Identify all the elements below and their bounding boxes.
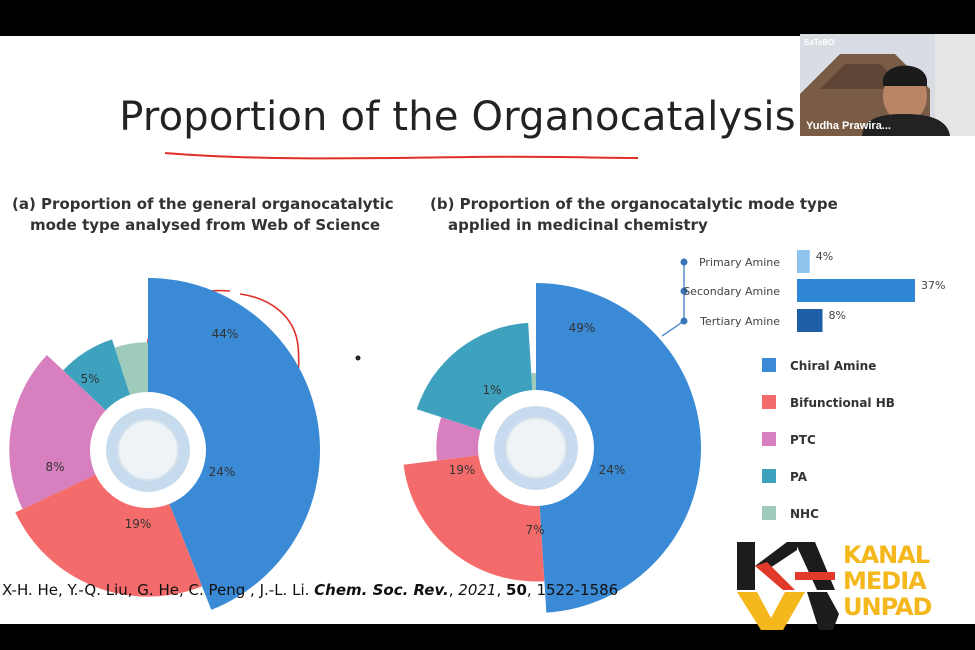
- pie-b-label-chiral-amine: 49%: [569, 321, 596, 335]
- sub-category-label: Secondary Amine: [683, 285, 780, 298]
- sub-node-2: [680, 317, 688, 325]
- sub-bar-value: 4%: [816, 250, 833, 263]
- watermark-line3: UNPAD: [843, 593, 932, 621]
- legend-label: PTC: [790, 433, 816, 447]
- sub-bar-value: 37%: [921, 279, 945, 292]
- citation-volume: 50: [506, 581, 527, 599]
- pie-a-slice-chiral-amine: [148, 278, 321, 610]
- panel-a-title-line1: (a) Proportion of the general organocata…: [12, 195, 394, 213]
- pie-b-center-disc: [505, 417, 567, 479]
- legend-swatch-chiral-amine: [762, 358, 776, 372]
- participant-name: Yudha Prawira...: [806, 120, 891, 132]
- citation-journal: Chem. Soc. Rev.: [314, 581, 449, 599]
- slide-title: Proportion of the Organocatalysis: [119, 94, 796, 140]
- panel-a-title: (a) Proportion of the general organocata…: [12, 194, 394, 236]
- pie-a-label-nhc: 5%: [80, 372, 99, 386]
- cursor-dot: [355, 355, 361, 361]
- kanal-media-unpad-watermark: KANAL MEDIA UNPAD: [735, 542, 951, 632]
- pie-a-label-bifunctional-hb: 24%: [209, 465, 236, 479]
- watermark-line1: KANAL: [843, 541, 930, 569]
- video-background: [800, 34, 975, 136]
- video-logo-text: SaTeBO: [804, 38, 835, 47]
- amine-sub-breakdown: Primary Amine 4% Secondary Amine 37% Tertiar…: [661, 250, 945, 337]
- sub-category-label: Primary Amine: [699, 256, 780, 269]
- panel-a-title-line2: mode type analysed from Web of Science: [30, 216, 381, 234]
- sub-category-label: Tertiary Amine: [699, 315, 780, 328]
- kmu-logo-mark: [737, 542, 839, 630]
- pie-a-label-pa: 8%: [45, 460, 64, 474]
- legend-swatch-bifunctional-hb: [762, 395, 776, 409]
- pie-a-label-ptc: 19%: [125, 517, 152, 531]
- sub-bar-tertiary-amine: [797, 309, 823, 332]
- title-underline-annotation: [164, 152, 639, 160]
- pie-chart-a: 44% 24% 19% 8% 5%: [9, 278, 321, 610]
- bottom-black-bar: [0, 624, 975, 650]
- top-black-bar: [0, 0, 975, 36]
- citation-year: 2021: [458, 581, 497, 599]
- legend-label: Bifunctional HB: [790, 396, 895, 410]
- legend-label: NHC: [790, 507, 819, 521]
- pie-chart-b: 49% 24% 7% 19% 1%: [403, 283, 702, 613]
- organocatalysis-charts: 44% 24% 19% 8% 5% 49% 24% 7% 19% 1% Primary Amin…: [9, 152, 945, 613]
- pie-b-label-ptc: 7%: [525, 523, 544, 537]
- sub-node-0: [680, 258, 688, 266]
- watermark-text: KANAL MEDIA UNPAD: [843, 541, 932, 621]
- sub-bar-secondary-amine: [797, 279, 915, 302]
- pie-a-slice-ptc: [9, 355, 121, 510]
- watermark-line2: MEDIA: [843, 567, 927, 595]
- sub-bar-value: 8%: [829, 309, 846, 322]
- panel-b-title: (b) Proportion of the organocatalytic mo…: [430, 194, 838, 236]
- pie-b-label-pa: 19%: [449, 463, 476, 477]
- pie-a-center-disc: [117, 419, 179, 481]
- panel-b-title-line2: applied in medicinal chemistry: [448, 216, 708, 234]
- participant-video-tile[interactable]: SaTeBO Yudha Prawira...: [800, 34, 975, 136]
- legend-swatch-ptc: [762, 432, 776, 446]
- legend-label: PA: [790, 470, 808, 484]
- sub-breakdown-leader: [661, 320, 685, 337]
- legend-label: Chiral Amine: [790, 359, 876, 373]
- legend-swatch-pa: [762, 469, 776, 483]
- panel-b-title-line1: (b) Proportion of the organocatalytic mo…: [430, 195, 838, 213]
- citation-authors: X-H. He, Y.-Q. Liu, G. He, C. Peng , J.-…: [2, 581, 310, 599]
- sub-node-1: [680, 287, 688, 295]
- pie-a-label-chiral-amine: 44%: [212, 327, 239, 341]
- pie-b-label-nhc: 1%: [482, 383, 501, 397]
- legend-swatch-nhc: [762, 506, 776, 520]
- legend: Chiral Amine Bifunctional HB PTC PA NHC: [762, 358, 895, 521]
- citation-pages: 1522-1586: [536, 581, 619, 599]
- pie-b-label-bifunctional-hb: 24%: [599, 463, 626, 477]
- citation: X-H. He, Y.-Q. Liu, G. He, C. Peng , J.-…: [2, 581, 619, 599]
- pie-b-slice-chiral-amine: [536, 283, 702, 613]
- sub-bar-primary-amine: [797, 250, 810, 273]
